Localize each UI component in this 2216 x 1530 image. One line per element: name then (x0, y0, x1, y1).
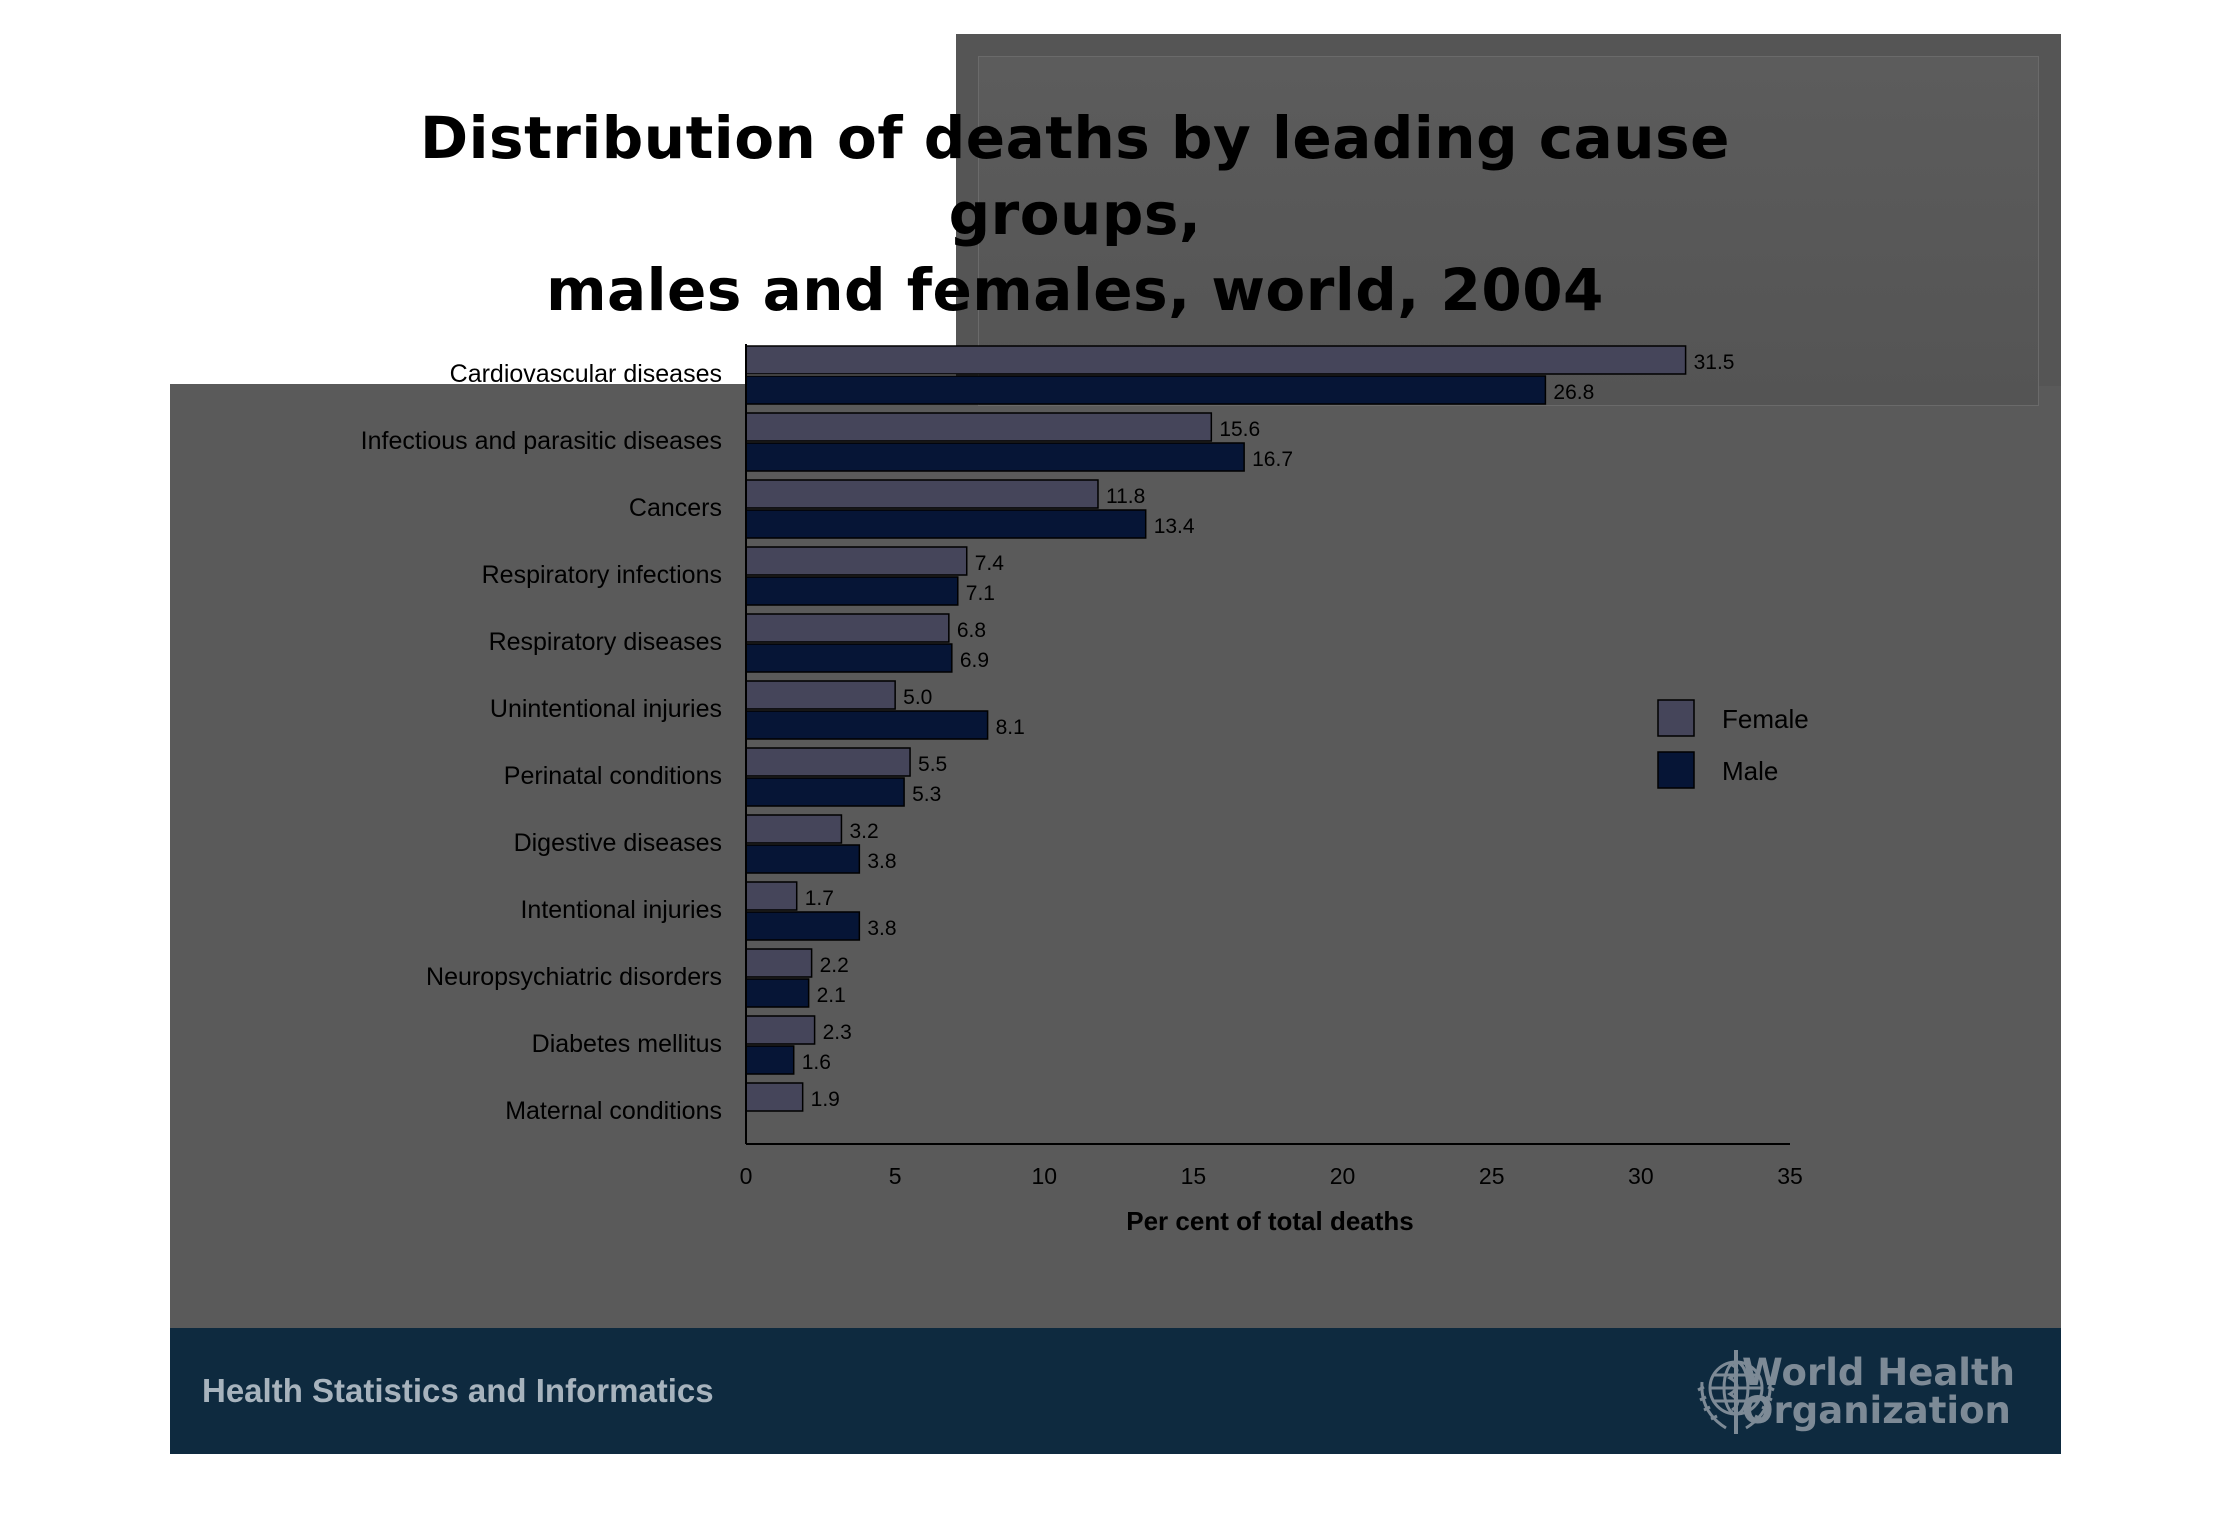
x-axis-label: Per cent of total deaths (1126, 1206, 1414, 1236)
female-value-label: 6.8 (957, 619, 986, 642)
footer-department: Health Statistics and Informatics (202, 1372, 714, 1409)
female-value-label: 2.2 (820, 954, 849, 977)
male-bar (745, 1045, 795, 1075)
male-bar (745, 509, 1147, 539)
x-tick-label: 10 (1031, 1163, 1057, 1189)
x-tick-labels: 0 5 10 15 20 25 30 35 (740, 1163, 1803, 1189)
title-line-1: Distribution of deaths by leading cause … (420, 104, 1730, 248)
title-line-2: males and females, world, 2004 (546, 256, 1604, 324)
who-logo-text: World Health Organization (1742, 1354, 2015, 1430)
female-value-label: 7.4 (975, 552, 1005, 575)
legend-label-male: Male (1722, 756, 1778, 786)
x-tick-label: 25 (1479, 1163, 1505, 1189)
category-label: Infectious and parasitic diseases (361, 427, 722, 455)
female-bar (745, 881, 798, 911)
category-label: Diabetes mellitus (532, 1030, 722, 1058)
male-bar (745, 375, 1547, 405)
category-label: Cancers (629, 494, 722, 522)
female-value-label: 2.3 (823, 1021, 852, 1044)
legend-swatch-female (1657, 699, 1695, 737)
female-bar (745, 948, 813, 978)
male-value-label: 8.1 (996, 716, 1025, 739)
male-bar (745, 777, 905, 807)
x-tick-label: 30 (1628, 1163, 1654, 1189)
who-name-line-1: World Health (1742, 1351, 2015, 1394)
x-tick-label: 35 (1777, 1163, 1803, 1189)
male-bar (745, 576, 959, 606)
female-bar (745, 747, 911, 777)
category-label: Perinatal conditions (504, 762, 722, 790)
female-value-label: 5.0 (903, 686, 932, 709)
axes (745, 344, 1790, 1145)
male-value-label: 5.3 (912, 783, 941, 806)
who-emblem-icon (1697, 1350, 1775, 1434)
bars (745, 345, 1687, 1112)
legend: Female Male (1657, 699, 1809, 789)
slide-background (170, 384, 2061, 1328)
male-value-label: 13.4 (1154, 515, 1195, 538)
male-bar (745, 978, 810, 1008)
male-value-label: 6.9 (960, 649, 989, 672)
female-bar (745, 613, 950, 643)
legend-label-female: Female (1722, 704, 1809, 734)
female-value-label: 1.7 (805, 887, 834, 910)
legend-swatch-male (1657, 751, 1695, 789)
female-bar (745, 1082, 804, 1112)
bar-value-labels: 31.5 26.8 15.6 16.7 11.8 13.4 7.4 7.1 6.8 6.9 5.0 8… (802, 351, 1735, 1111)
bar-chart: Cardiovascular diseases Infectious and pa… (361, 344, 1809, 1236)
male-bar (745, 911, 861, 941)
male-value-label: 3.8 (867, 917, 896, 940)
x-tick-label: 0 (740, 1163, 753, 1189)
female-value-label: 31.5 (1694, 351, 1735, 374)
male-value-label: 26.8 (1553, 381, 1594, 404)
category-label: Unintentional injuries (490, 695, 722, 723)
female-value-label: 1.9 (811, 1088, 840, 1111)
female-bar (745, 546, 968, 576)
category-label: Respiratory infections (482, 561, 722, 589)
male-bar (745, 442, 1245, 472)
category-label: Digestive diseases (514, 829, 722, 857)
male-bar (745, 643, 953, 673)
category-label: Cardiovascular diseases (450, 360, 722, 388)
slide-header-panel (956, 34, 2061, 406)
female-value-label: 3.2 (849, 820, 878, 843)
footer-bar: Health Statistics and Informatics World … (170, 1328, 2061, 1454)
male-value-label: 16.7 (1252, 448, 1293, 471)
category-label: Respiratory diseases (489, 628, 722, 656)
male-value-label: 2.1 (817, 984, 846, 1007)
female-bar (745, 479, 1099, 509)
female-bar (745, 412, 1213, 442)
category-label: Neuropsychiatric disorders (426, 963, 722, 991)
male-value-label: 3.8 (867, 850, 896, 873)
female-value-label: 11.8 (1106, 485, 1145, 508)
chart-title: Distribution of deaths by leading cause … (300, 100, 1850, 328)
female-value-label: 5.5 (918, 753, 947, 776)
female-bar (745, 1015, 816, 1045)
category-label: Intentional injuries (520, 896, 722, 924)
category-labels: Cardiovascular diseases Infectious and pa… (361, 360, 722, 1125)
category-label: Maternal conditions (505, 1097, 722, 1125)
x-tick-label: 20 (1330, 1163, 1356, 1189)
x-tick-label: 5 (889, 1163, 902, 1189)
male-value-label: 1.6 (802, 1051, 831, 1074)
male-bar (745, 710, 989, 740)
female-bar (745, 814, 843, 844)
female-value-label: 15.6 (1219, 418, 1260, 441)
female-bar (745, 680, 896, 710)
male-value-label: 7.1 (966, 582, 995, 605)
female-bar (745, 345, 1687, 375)
who-name-line-2: Organization (1742, 1389, 2011, 1432)
male-bar (745, 844, 861, 874)
x-tick-label: 15 (1181, 1163, 1207, 1189)
